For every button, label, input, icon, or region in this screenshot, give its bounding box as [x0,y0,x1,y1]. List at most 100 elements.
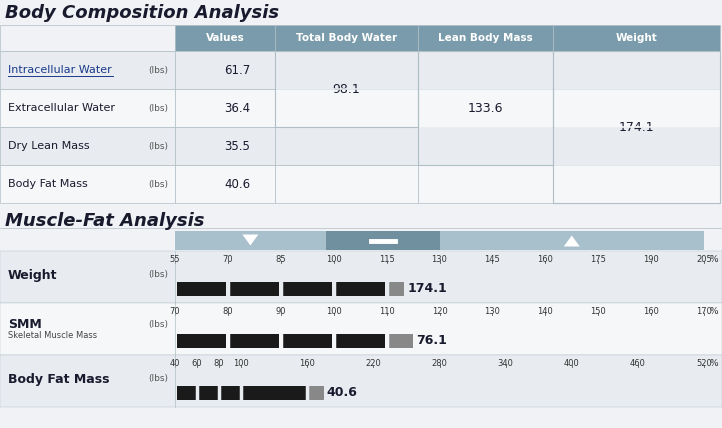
Bar [418,25,553,51]
Bar [175,165,275,203]
Bar [275,127,418,165]
Bar [176,386,196,400]
Text: 98.1: 98.1 [333,83,360,95]
Text: Body Composition Analysis: Body Composition Analysis [5,4,279,22]
Text: 175: 175 [591,255,606,264]
Text: 100: 100 [233,359,249,368]
Bar [0,25,175,51]
Bar [386,282,404,296]
Bar [0,165,175,203]
Bar [176,282,227,296]
Text: 35.5: 35.5 [224,140,250,152]
Text: 174.1: 174.1 [619,121,654,134]
Text: 174.1: 174.1 [407,282,447,295]
Text: 60: 60 [192,359,202,368]
Bar [553,25,720,51]
Text: Body Fat Mass: Body Fat Mass [8,179,88,189]
Bar [282,282,332,296]
Bar [199,386,217,400]
Text: Total Body Water: Total Body Water [296,33,397,43]
Bar [175,51,275,89]
Bar [0,251,722,303]
Polygon shape [243,235,258,246]
Text: 140: 140 [537,307,553,316]
Text: 100: 100 [326,307,342,316]
Bar [386,334,413,348]
Text: (lbs): (lbs) [148,270,168,279]
Text: (lbs): (lbs) [148,319,168,329]
Text: 120: 120 [432,307,448,316]
Text: Body Fat Mass: Body Fat Mass [8,372,110,386]
Text: 36.4: 36.4 [224,101,250,115]
Bar [243,386,305,400]
Bar [0,51,175,89]
Text: (lbs): (lbs) [148,65,168,74]
Text: Dry Lean Mass: Dry Lean Mass [8,141,90,151]
Bar [418,51,553,165]
Text: Extracellular Water: Extracellular Water [8,103,115,113]
Text: Muscle-Fat Analysis: Muscle-Fat Analysis [5,212,204,230]
Bar [418,127,553,165]
Bar [418,51,553,89]
Polygon shape [564,235,580,247]
Text: Weight: Weight [8,268,58,282]
Text: 205: 205 [696,255,712,264]
Bar [308,386,323,400]
Bar [275,51,418,89]
Text: Skeletal Muscle Mass: Skeletal Muscle Mass [8,332,97,341]
Bar [553,51,720,89]
Text: 400: 400 [564,359,580,368]
Text: 70: 70 [222,255,233,264]
Bar [326,231,440,250]
Bar [230,282,279,296]
Text: 160: 160 [537,255,553,264]
Bar [275,51,418,127]
Text: 340: 340 [497,359,513,368]
Text: 220: 220 [365,359,381,368]
Bar [0,89,175,127]
Bar [275,25,418,51]
Bar [176,334,227,348]
Text: 40.6: 40.6 [224,178,250,190]
Text: SMM: SMM [8,318,42,330]
Bar [418,89,553,127]
Text: (lbs): (lbs) [148,142,168,151]
Bar [175,127,275,165]
Bar [221,386,240,400]
Text: 130: 130 [432,255,448,264]
Bar [175,25,275,51]
Bar [335,334,385,348]
Text: Weight: Weight [616,33,657,43]
Text: 115: 115 [379,255,394,264]
Text: %: % [710,359,718,368]
Text: Lean Body Mass: Lean Body Mass [438,33,533,43]
Text: 80: 80 [214,359,225,368]
Bar [0,127,175,165]
Text: %: % [710,307,718,316]
Text: 76.1: 76.1 [416,335,447,348]
Text: 160: 160 [643,307,659,316]
Bar [275,89,418,127]
Bar [275,165,418,203]
Bar [230,334,279,348]
Text: 70: 70 [170,307,180,316]
Text: (lbs): (lbs) [148,104,168,113]
Bar [0,355,722,407]
Text: 133.6: 133.6 [468,101,503,115]
Bar [418,165,553,203]
Bar [553,127,720,165]
Text: (lbs): (lbs) [148,179,168,188]
Text: %: % [710,255,718,264]
Text: 520: 520 [696,359,712,368]
Text: 190: 190 [643,255,659,264]
Text: 40.6: 40.6 [327,386,357,399]
Text: 130: 130 [484,307,500,316]
Text: 61.7: 61.7 [224,63,250,77]
Bar [175,231,326,250]
Text: 145: 145 [484,255,500,264]
Bar [553,51,720,203]
Text: 40: 40 [170,359,180,368]
Bar [0,303,722,355]
Bar [282,334,332,348]
Text: 55: 55 [170,255,180,264]
